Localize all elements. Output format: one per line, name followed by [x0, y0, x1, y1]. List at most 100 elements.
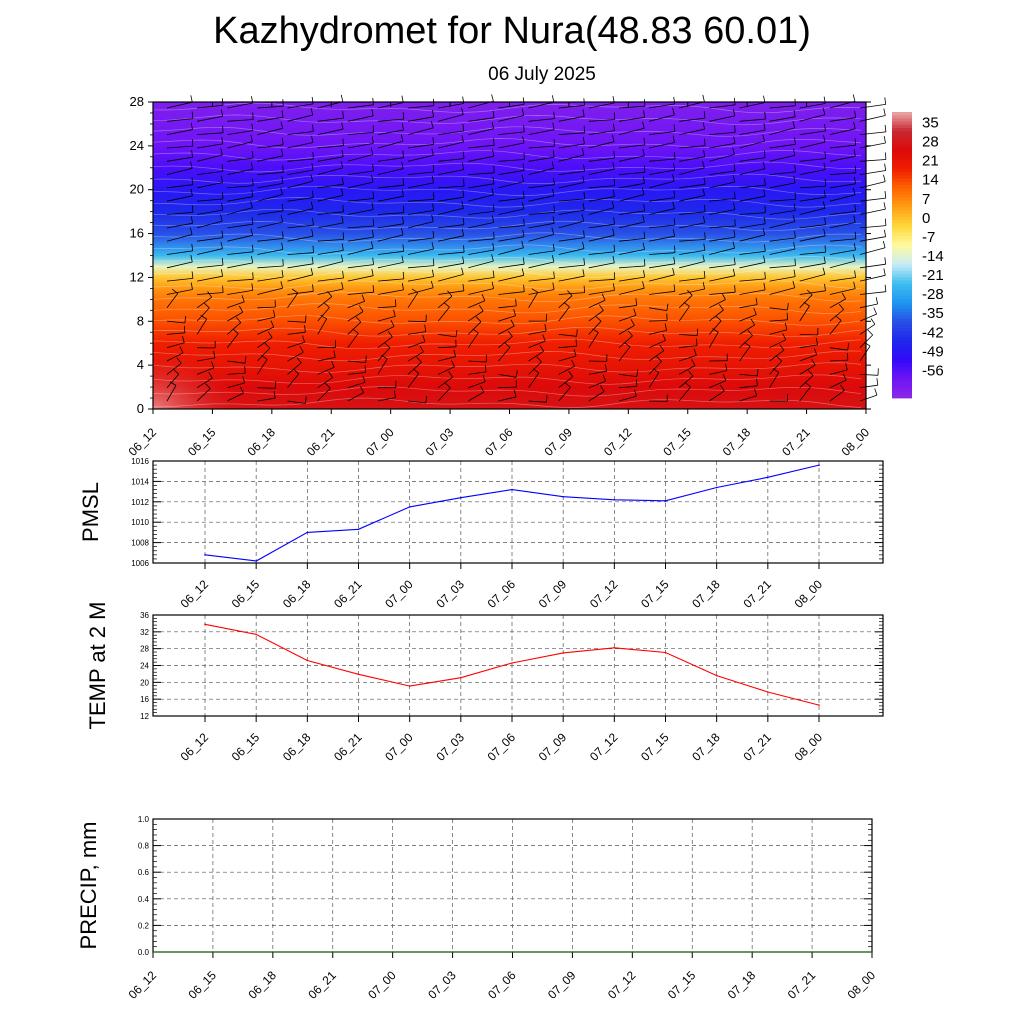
wind-barb-staff: [618, 374, 637, 377]
wind-barb-flag: [672, 108, 675, 116]
wind-barb-flag: [734, 285, 736, 293]
contour-line: [152, 150, 862, 161]
wind-barb-flag: [462, 124, 465, 132]
wind-barb-staff: [739, 184, 766, 189]
wind-barb: [438, 107, 464, 122]
wind-barb-staff: [166, 362, 182, 375]
wind-barb-flag: [531, 288, 539, 293]
wind-barb-flag: [763, 150, 766, 158]
wind-barb: [257, 342, 271, 362]
wind-barb: [347, 97, 374, 109]
wind-barb-flag: [853, 243, 856, 251]
wind-barb-flag: [611, 200, 615, 208]
wind-barb-staff: [769, 276, 796, 282]
wind-barb: [709, 163, 736, 175]
wind-barb: [528, 111, 555, 122]
data-point: [272, 951, 274, 953]
wind-barb-flag: [582, 109, 585, 117]
wind-barb: [227, 244, 254, 255]
wind-barb-flag: [281, 176, 284, 184]
colorbar-tick-label: 28: [922, 134, 939, 151]
data-point: [715, 486, 718, 489]
wind-barb: [498, 319, 515, 335]
wind-barb-staff: [257, 171, 284, 175]
wind-barb-staff: [708, 320, 722, 335]
y-tick-label: 1006: [131, 559, 149, 568]
wind-barb: [618, 231, 646, 242]
wind-barb-flag: [536, 356, 542, 363]
wind-barb-flag: [372, 97, 374, 105]
wind-barb-flag: [522, 163, 525, 171]
wind-barb: [317, 254, 344, 269]
wind-barb-flag: [567, 290, 573, 296]
wind-barb-flag: [341, 122, 344, 130]
wind-barb-flag: [393, 390, 396, 398]
wind-barb-staff: [287, 320, 306, 323]
x-tick-label: 06_15: [185, 425, 219, 459]
wind-barb-staff: [407, 237, 434, 242]
wind-barb: [618, 308, 637, 322]
colorbar-cell: [892, 146, 912, 151]
wind-barb: [799, 217, 826, 229]
wind-barb-staff: [679, 334, 698, 337]
wind-barb-flag: [492, 243, 495, 251]
contour-line: [152, 232, 862, 243]
colorbar-cell: [892, 134, 912, 138]
wind-barb-flag: [684, 382, 691, 388]
wind-barb-staff: [347, 382, 366, 389]
wind-barb-staff: [317, 145, 344, 149]
wind-barb-staff: [859, 131, 886, 135]
wind-barb: [227, 200, 253, 215]
wind-barb: [438, 329, 458, 338]
wind-barb-staff: [166, 320, 185, 324]
wind-barb-staff: [679, 195, 705, 202]
wind-barb: [377, 178, 405, 189]
wind-barb-flag: [853, 188, 856, 195]
wind-barb-staff: [679, 156, 705, 162]
wind-barb: [347, 241, 374, 255]
wind-barb-flag: [463, 245, 465, 253]
wind-barb-staff: [468, 300, 486, 309]
wind-barb-staff: [317, 288, 344, 295]
y-tick-label: 0.2: [138, 921, 150, 930]
wind-barb: [528, 345, 545, 362]
wind-barb-flag: [244, 366, 246, 374]
wind-barb: [769, 203, 796, 215]
x-tick-label: 06_18: [245, 968, 279, 1002]
wind-barb: [769, 120, 796, 135]
wind-barb-staff: [859, 323, 876, 335]
wind-barb: [227, 305, 244, 322]
wind-barb-flag: [273, 310, 276, 318]
wind-barb-staff: [618, 155, 645, 162]
wind-barb-staff: [709, 225, 736, 229]
wind-barb-flag: [189, 227, 193, 235]
wind-barb: [859, 97, 887, 109]
wind-barb-staff: [287, 290, 314, 295]
wind-barb-flag: [293, 368, 300, 375]
wind-barb-staff: [498, 131, 525, 135]
wind-barb-staff: [438, 274, 464, 282]
wind-barb-flag: [515, 370, 518, 378]
wind-barb-staff: [438, 224, 465, 229]
wind-barb-staff: [618, 221, 645, 229]
wind-barb-flag: [613, 244, 616, 252]
wind-barb-flag: [491, 215, 495, 223]
wind-barb-flag: [310, 108, 314, 116]
wind-barb: [257, 137, 284, 149]
wind-barb-staff: [679, 117, 706, 122]
wind-barb: [196, 302, 210, 322]
contour-line: [152, 208, 862, 220]
wind-barb-flag: [371, 202, 374, 210]
wind-barb: [769, 176, 796, 189]
wind-barb: [618, 215, 645, 229]
wind-barb: [227, 178, 254, 189]
wind-barb-staff: [197, 116, 223, 122]
wind-barb-staff: [769, 372, 780, 388]
wind-barb-staff: [227, 372, 246, 375]
wind-barb-flag: [582, 269, 585, 277]
wind-barb-flag: [642, 281, 645, 289]
wind-barb: [528, 314, 547, 322]
wind-barb-flag: [624, 342, 631, 348]
wind-barb-flag: [402, 150, 405, 158]
wind-barb: [528, 282, 555, 295]
